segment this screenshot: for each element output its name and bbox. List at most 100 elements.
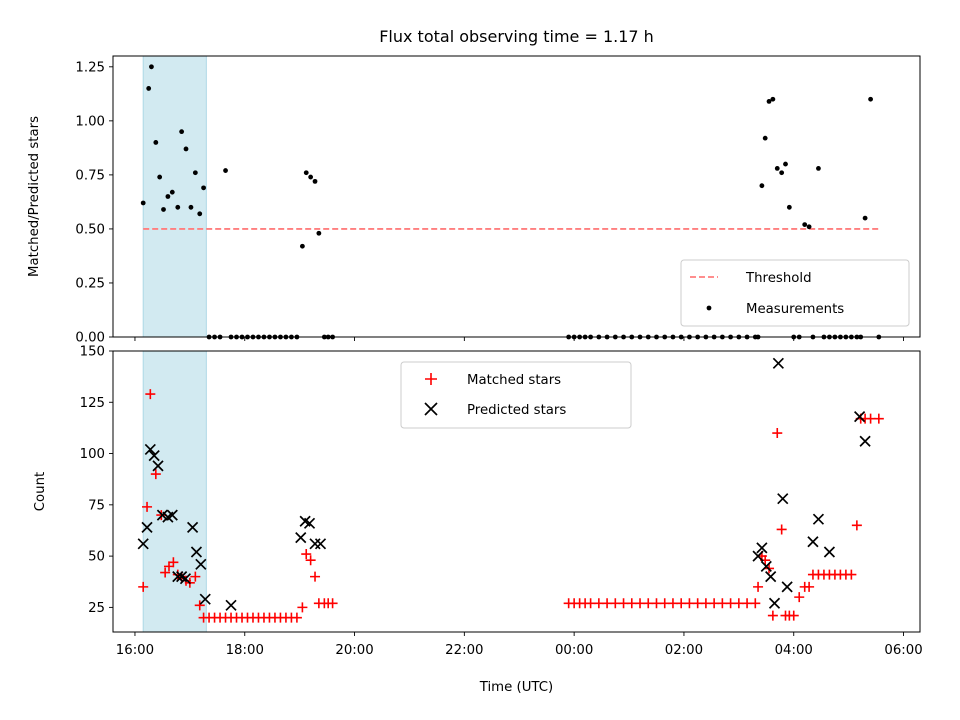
x-tick-label: 02:00	[665, 643, 703, 658]
matched-star-point	[846, 569, 857, 580]
x-tick-label: 20:00	[335, 643, 373, 658]
predicted-star-point	[179, 573, 192, 585]
measurement-point	[816, 166, 821, 171]
predicted-star-point	[765, 571, 777, 583]
matched-star-point	[142, 501, 153, 512]
bottom-y-tick-label: 125	[80, 396, 105, 411]
predicted-star-point	[309, 538, 321, 550]
measurement-point	[169, 189, 175, 195]
measurement-point	[149, 64, 154, 70]
predicted-star-point	[187, 521, 199, 533]
predicted-star-point	[314, 538, 327, 550]
top-y-tick-label: 0.25	[75, 276, 105, 291]
x-axis-label: Time (UTC)	[479, 680, 554, 695]
bottom-y-tick-label: 100	[80, 447, 105, 462]
measurement-point	[179, 129, 185, 135]
predicted-star-point	[781, 581, 793, 593]
bottom-y-tick-label: 75	[88, 498, 105, 513]
bottom-y-axis-label: Count	[33, 472, 48, 512]
bottom-plot-frame	[112, 350, 921, 633]
measurement-point	[308, 174, 314, 180]
matched-star-point	[310, 571, 321, 582]
measurement-point	[303, 170, 309, 176]
matched-star-point	[767, 610, 778, 621]
matched-star-point	[776, 524, 787, 535]
top-y-axis-label: Matched/Predicted stars	[27, 116, 42, 277]
chart-title: Flux total observing time = 1.17 h	[379, 27, 654, 46]
bottom-legend: Matched stars Predicted stars	[400, 361, 632, 429]
measurement-point	[316, 230, 322, 236]
measurement-point	[806, 224, 812, 230]
legend-measurements-label: Measurements	[746, 302, 844, 317]
matched-star-point	[327, 598, 338, 609]
top-y-tick-label: 0.00	[75, 331, 105, 346]
x-tick-label: 18:00	[226, 643, 264, 658]
predicted-star-point	[152, 460, 164, 472]
legend-matched-label: Matched stars	[467, 373, 561, 388]
matched-star-point	[772, 428, 783, 439]
matched-star-point	[750, 598, 761, 609]
x-tick-label: 16:00	[116, 643, 154, 658]
predicted-star-point	[141, 521, 153, 533]
predicted-star-point	[190, 546, 203, 558]
matched-star-point	[873, 413, 884, 424]
measurement-point	[153, 140, 159, 145]
top-y-tick-label: 1.25	[75, 60, 105, 75]
matched-star-point	[305, 555, 316, 566]
predicted-star-point	[812, 513, 825, 525]
measurement-point	[140, 200, 146, 206]
matched-star-point	[788, 610, 799, 621]
top-plot-frame	[112, 55, 921, 338]
predicted-star-point	[756, 542, 768, 554]
predicted-star-point	[752, 550, 764, 562]
measurement-point	[762, 135, 768, 141]
predicted-star-point	[772, 357, 784, 369]
measurement-point	[862, 215, 868, 221]
bottom-highlight-span	[142, 350, 207, 633]
top-legend-box	[680, 259, 910, 327]
top-y-tick-label: 0.75	[75, 168, 105, 183]
measurement-point	[157, 174, 163, 180]
predicted-star-point	[777, 493, 789, 505]
bottom-y-tick-label: 150	[80, 345, 105, 360]
matched-star-point	[194, 600, 205, 611]
measurement-point	[165, 194, 171, 199]
predicted-star-point	[137, 538, 149, 550]
predicted-star-point	[195, 558, 207, 570]
predicted-star-point	[859, 435, 871, 447]
matched-star-point	[794, 592, 805, 603]
matched-star-point	[291, 612, 302, 623]
predicted-star-point	[148, 450, 160, 462]
bottom-y-tick-label: 50	[88, 550, 105, 565]
matched-star-point	[145, 389, 156, 400]
predicted-star-point	[166, 509, 178, 521]
measurement-point	[192, 170, 198, 176]
measurement-point	[197, 211, 203, 217]
x-tick-label: 04:00	[775, 643, 813, 658]
measurement-point	[759, 183, 765, 189]
bottom-y-tick-label: 25	[88, 601, 105, 616]
predicted-star-point	[144, 443, 156, 456]
matched-star-point	[804, 581, 815, 592]
measurement-point	[868, 96, 873, 102]
measurement-point	[201, 185, 206, 191]
legend-predicted-label: Predicted stars	[467, 403, 566, 418]
predicted-star-point	[303, 517, 316, 529]
matched-star-point	[297, 602, 308, 613]
measurement-point	[146, 86, 152, 91]
predicted-star-point	[854, 411, 866, 423]
top-panel: 0.00 0.25 0.50 0.75 1.00 1.25 Threshold Measure…	[75, 55, 921, 346]
matched-star-point	[851, 520, 862, 531]
measurement-point	[188, 204, 194, 210]
matched-star-point	[160, 567, 171, 578]
legend-threshold-label: Threshold	[745, 271, 812, 286]
legend-matched-swatch	[425, 373, 437, 385]
x-tick-label: 22:00	[445, 643, 483, 658]
top-y-tick-label: 0.50	[75, 222, 105, 237]
measurement-point	[299, 243, 305, 249]
measurement-point	[770, 96, 776, 102]
measurement-point	[786, 204, 792, 210]
predicted-star-point	[199, 593, 211, 605]
matched-star-point	[168, 557, 179, 568]
